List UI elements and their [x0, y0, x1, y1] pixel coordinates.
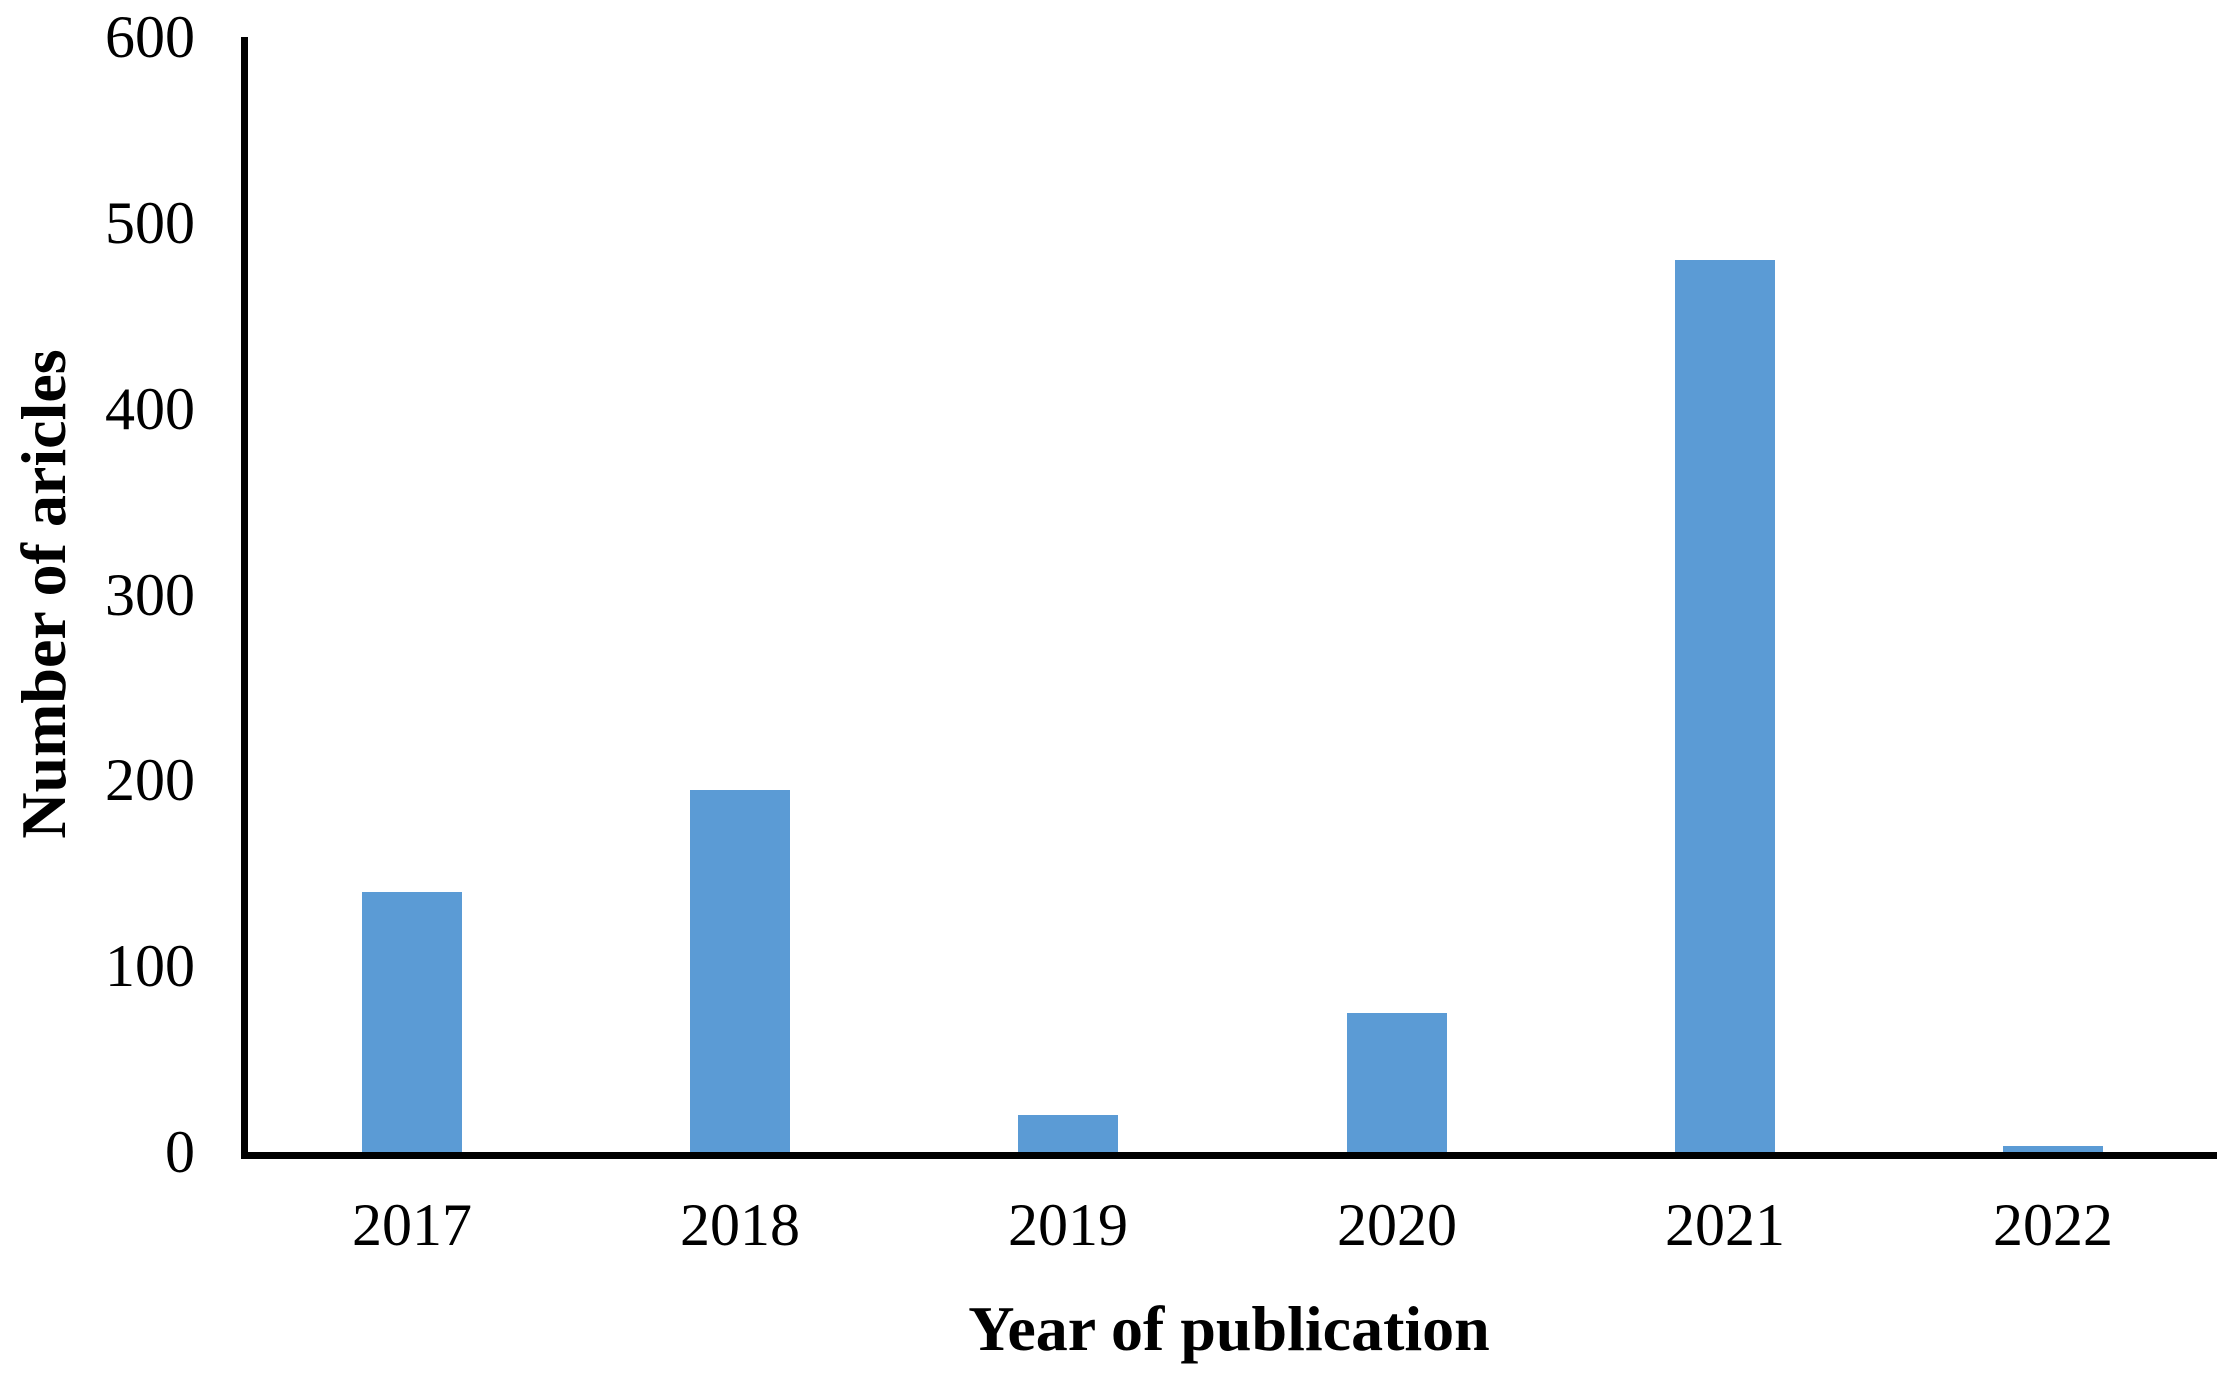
x-tick-label: 2021	[1665, 1192, 1785, 1258]
y-axis-line	[241, 37, 248, 1159]
y-tick-label: 200	[105, 747, 195, 814]
y-tick-label: 400	[105, 375, 195, 442]
x-tick-label: 2019	[1008, 1192, 1128, 1258]
y-tick-label: 100	[105, 933, 195, 1000]
y-tick-label: 0	[165, 1119, 195, 1185]
bar-2020	[1347, 1013, 1447, 1152]
bar-2017	[362, 892, 462, 1152]
y-tick-label: 300	[105, 561, 195, 628]
x-axis-title: Year of publication	[968, 1293, 1490, 1364]
x-tick-label: 2018	[680, 1192, 800, 1258]
y-tick-label: 600	[105, 4, 195, 70]
y-tick-label: 500	[105, 189, 195, 256]
bar-2019	[1018, 1115, 1118, 1152]
bar-2022	[2003, 1146, 2103, 1152]
bar-2018	[690, 790, 790, 1152]
x-tick-label: 2022	[1993, 1192, 2113, 1258]
bar-2021	[1675, 260, 1775, 1152]
x-axis-line	[241, 1152, 2217, 1159]
x-tick-label: 2017	[352, 1192, 472, 1258]
x-tick-label: 2020	[1337, 1192, 1457, 1258]
